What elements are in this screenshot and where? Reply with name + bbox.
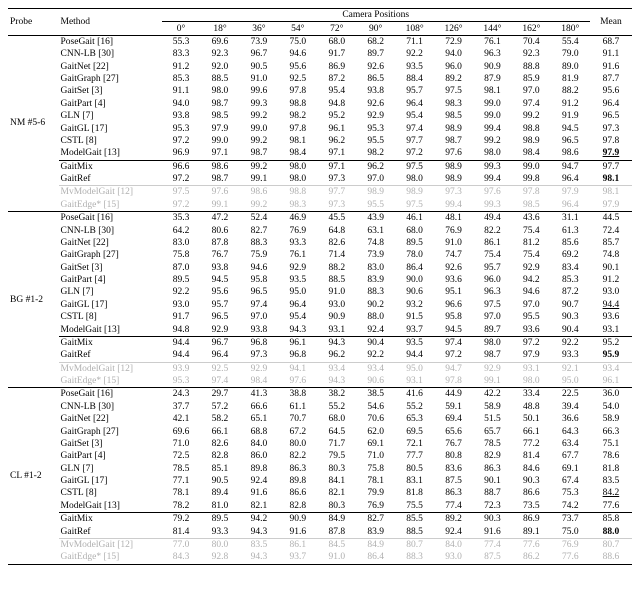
method-name: GaitGraph [27]	[59, 425, 162, 437]
probe-label: NM #5-6	[8, 35, 59, 211]
method-name: GaitMix	[59, 336, 162, 349]
method-name: GaitEdge* [15]	[59, 375, 162, 388]
method-name: CSTL [8]	[59, 135, 162, 147]
method-name: CNN-LB [30]	[59, 224, 162, 236]
method-name: GaitMix	[59, 160, 162, 173]
method-name: GaitGL [17]	[59, 299, 162, 311]
method-name: PoseGait [16]	[59, 388, 162, 401]
method-name: MvModelGait [12]	[59, 538, 162, 551]
results-table: ProbeMethodCamera PositionsMean0°18°36°5…	[8, 8, 632, 565]
method-name: GaitSet [3]	[59, 85, 162, 97]
method-name: ModelGait [13]	[59, 147, 162, 160]
method-name: GaitGL [17]	[59, 475, 162, 487]
method-name: GaitRef	[59, 525, 162, 538]
method-name: GaitPart [4]	[59, 274, 162, 286]
method-name: MvModelGait [12]	[59, 186, 162, 199]
method-name: GaitSet [3]	[59, 438, 162, 450]
method-name: MvModelGait [12]	[59, 362, 162, 375]
method-name: PoseGait [16]	[59, 35, 162, 48]
method-name: GaitSet [3]	[59, 262, 162, 274]
method-name: GaitPart [4]	[59, 450, 162, 462]
method-name: GaitEdge* [15]	[59, 551, 162, 564]
method-name: CSTL [8]	[59, 311, 162, 323]
probe-label: CL #1-2	[8, 388, 59, 564]
method-name: GaitGraph [27]	[59, 249, 162, 261]
method-name: GaitPart [4]	[59, 98, 162, 110]
method-name: ModelGait [13]	[59, 323, 162, 336]
method-name: GLN [7]	[59, 286, 162, 298]
method-name: CNN-LB [30]	[59, 48, 162, 60]
method-name: GLN [7]	[59, 110, 162, 122]
method-name: GaitNet [22]	[59, 237, 162, 249]
method-name: GaitNet [22]	[59, 61, 162, 73]
method-name: GLN [7]	[59, 463, 162, 475]
method-name: GaitRef	[59, 173, 162, 186]
method-name: GaitNet [22]	[59, 413, 162, 425]
method-name: CSTL [8]	[59, 487, 162, 499]
method-name: PoseGait [16]	[59, 212, 162, 225]
probe-label: BG #1-2	[8, 212, 59, 388]
method-name: CNN-LB [30]	[59, 401, 162, 413]
method-name: GaitGraph [27]	[59, 73, 162, 85]
method-name: GaitMix	[59, 513, 162, 526]
method-name: ModelGait [13]	[59, 500, 162, 513]
method-name: GaitGL [17]	[59, 122, 162, 134]
method-name: GaitEdge* [15]	[59, 199, 162, 212]
method-name: GaitRef	[59, 349, 162, 362]
